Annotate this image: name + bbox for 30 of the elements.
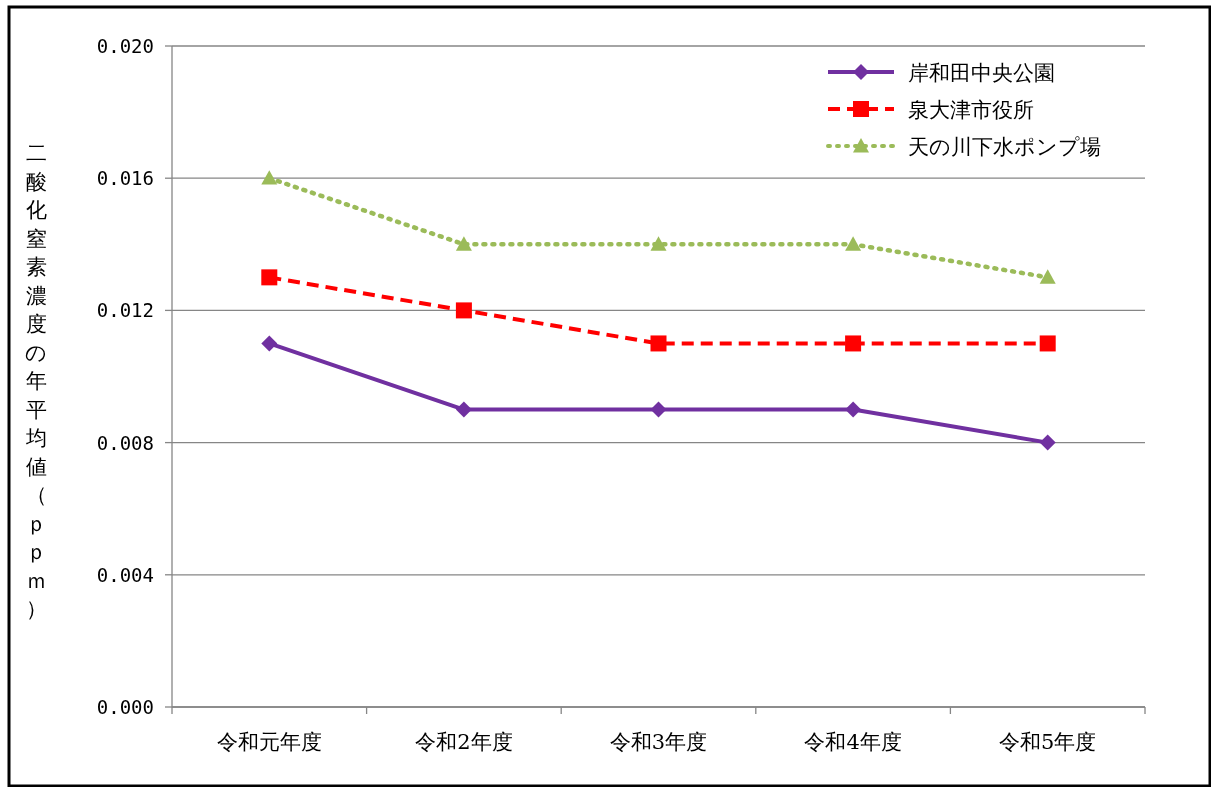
point: [261, 170, 278, 185]
legend-label: 泉大津市役所: [908, 98, 1034, 122]
y-tick-label: 0.000: [96, 696, 154, 718]
x-tick-label: 令和4年度: [804, 730, 902, 754]
point: [650, 236, 667, 251]
point: [455, 401, 472, 418]
point: [650, 401, 667, 418]
point: [261, 335, 278, 352]
y-tick-label: 0.012: [96, 299, 154, 322]
point: [1039, 335, 1056, 352]
y-tick-label: 0.008: [96, 431, 154, 454]
point: [1039, 434, 1056, 451]
point: [1039, 269, 1056, 284]
x-tick-label: 令和元年度: [216, 730, 322, 754]
point: [455, 302, 472, 319]
point: [650, 335, 667, 352]
point: [261, 269, 278, 286]
point: [845, 335, 862, 352]
text: 二酸化窒素濃度の年平均値（ｐｐｍ）: [25, 141, 47, 621]
point: [845, 236, 862, 251]
point: [845, 401, 862, 418]
x-tick-label: 令和3年度: [609, 730, 708, 754]
x-tick-label: 令和5年度: [999, 730, 1097, 754]
legend-label: 天の川下水ポンプ場: [908, 135, 1101, 159]
x-tick-label: 令和2年度: [415, 730, 513, 754]
point: [455, 236, 472, 251]
y-tick-label: 0.004: [96, 563, 154, 586]
y-tick-label: 0.020: [96, 35, 154, 57]
legend-label: 岸和田中央公園: [908, 61, 1055, 85]
y-tick-label: 0.016: [96, 167, 154, 190]
